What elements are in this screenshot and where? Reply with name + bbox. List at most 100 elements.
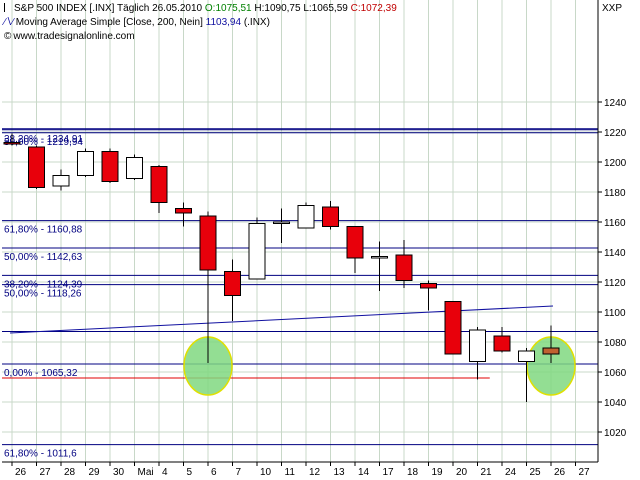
x-tick-label: 5	[187, 467, 193, 478]
date-label: 26.05.2010	[152, 3, 203, 14]
ma-label: Moving Average Simple [Close, 200, Nein]	[15, 17, 203, 28]
fib-level-label: 61,80% - 1011,6	[4, 449, 77, 460]
candle-body	[273, 221, 290, 224]
credit-text: www.tradesignalonline.com	[13, 31, 135, 42]
candle-body	[224, 271, 241, 296]
candle	[444, 301, 462, 355]
x-tick-label: 20	[456, 467, 468, 478]
candle-body	[493, 335, 511, 352]
x-axis: 26 27 28 29 30 Mai 4 5 6 7 10 11 12 13 14 17 18 19 20 21 24 2…	[2, 461, 598, 478]
ma-icon: ∕∖∕	[4, 17, 14, 28]
candle-body	[3, 142, 21, 145]
fib-level-label: 50,00% - 1118,26	[4, 289, 82, 300]
credit-line: © www.tradesignalonline.com	[4, 31, 135, 42]
x-tick-label: 7	[236, 467, 242, 478]
fib-level-label: 61,80% - 1160,88	[4, 225, 83, 236]
y-tick-label: 1200	[604, 158, 627, 169]
y-tick-label: 1040	[604, 398, 627, 409]
symbol-header: S&P 500 INDEX [.INX] Täglich 26.05.2010 …	[4, 3, 397, 14]
candle	[77, 148, 94, 177]
candle-body	[28, 146, 45, 188]
x-tick-label: 26	[15, 467, 27, 478]
axis-unit-label: XXP	[602, 3, 622, 14]
candle-body	[150, 166, 168, 203]
candle	[52, 169, 70, 191]
candle	[420, 280, 437, 311]
x-tick-label: 12	[309, 467, 321, 478]
x-tick-label: 28	[64, 467, 76, 478]
candle-body	[297, 205, 315, 229]
candles	[3, 133, 560, 402]
x-tick-label: 26	[554, 467, 566, 478]
candle	[493, 327, 511, 353]
open-value: O:1075,51	[204, 3, 252, 14]
candle	[101, 148, 119, 183]
period-label: Täglich	[117, 3, 150, 14]
x-tick-label: 25	[530, 467, 542, 478]
y-tick-label: 1220	[604, 128, 627, 139]
candle	[297, 202, 315, 229]
y-tick-label: 1060	[604, 368, 627, 379]
copyright-icon: ©	[4, 31, 12, 42]
close-value: C:1072,39	[350, 3, 397, 14]
ma-header: ∕∖∕ Moving Average Simple [Close, 200, Ne…	[4, 17, 270, 28]
candle	[273, 208, 290, 243]
x-tick-label: 6	[211, 467, 217, 478]
candle	[248, 217, 266, 280]
candle	[371, 241, 388, 291]
candle-body	[395, 254, 413, 281]
candle-body	[52, 175, 70, 187]
candle	[28, 145, 45, 189]
ma-value: 1103,94	[205, 17, 242, 28]
ma-suffix: (.INX)	[243, 17, 270, 28]
candle	[224, 259, 241, 321]
y-tick-label: 1160	[604, 218, 626, 229]
candle-body	[444, 301, 462, 355]
x-tick-label: 19	[432, 467, 444, 478]
candle	[199, 211, 217, 363]
y-tick-label: 1020	[604, 428, 627, 439]
candle	[469, 327, 486, 380]
candle	[150, 165, 168, 213]
candle	[126, 154, 143, 180]
candle	[542, 325, 560, 363]
x-tick-label: Mai	[138, 467, 154, 478]
ohlc-icon	[4, 3, 11, 12]
x-tick-label: 17	[383, 467, 395, 478]
y-axis: 1020 1040 1060 1080 1100 1120 1140 1160 1180 1200…	[597, 0, 627, 462]
candle-body	[248, 223, 266, 280]
x-tick-label: 14	[358, 467, 370, 478]
x-tick-label: 29	[89, 467, 101, 478]
candle-body	[469, 329, 486, 362]
x-tick-label: 4	[162, 467, 168, 478]
y-tick-label: 1180	[604, 188, 626, 199]
x-tick-label: 30	[113, 467, 125, 478]
x-tick-label: 27	[40, 467, 52, 478]
y-tick-label: 1240	[604, 98, 627, 109]
candle-body	[175, 208, 192, 214]
symbol-name: S&P 500 INDEX [.INX]	[14, 3, 115, 14]
grid	[2, 0, 598, 462]
candle-body	[371, 256, 388, 259]
candle	[3, 133, 21, 146]
candle-body	[542, 347, 560, 355]
high-value: H:1090,75	[254, 3, 301, 14]
candle-body	[518, 350, 535, 362]
fib-level-label: 38,20% - 1234,91	[4, 134, 83, 145]
x-tick-label: 21	[481, 467, 493, 478]
fib-level-label: 50,00% - 1142,63	[4, 252, 83, 263]
moving-average	[9, 305, 554, 334]
fib-level-label: 0,00% - 1065,32	[4, 368, 78, 379]
candle-body	[346, 226, 364, 259]
highlight-circles	[183, 336, 576, 396]
candle-body	[77, 151, 94, 176]
x-tick-label: 24	[505, 467, 517, 478]
x-tick-label: 13	[334, 467, 346, 478]
candle-body	[199, 215, 217, 271]
candle-body	[420, 283, 437, 289]
candle	[518, 348, 535, 402]
y-tick-label: 1120	[604, 278, 626, 289]
x-tick-label: 11	[285, 467, 296, 478]
candle	[395, 240, 413, 288]
